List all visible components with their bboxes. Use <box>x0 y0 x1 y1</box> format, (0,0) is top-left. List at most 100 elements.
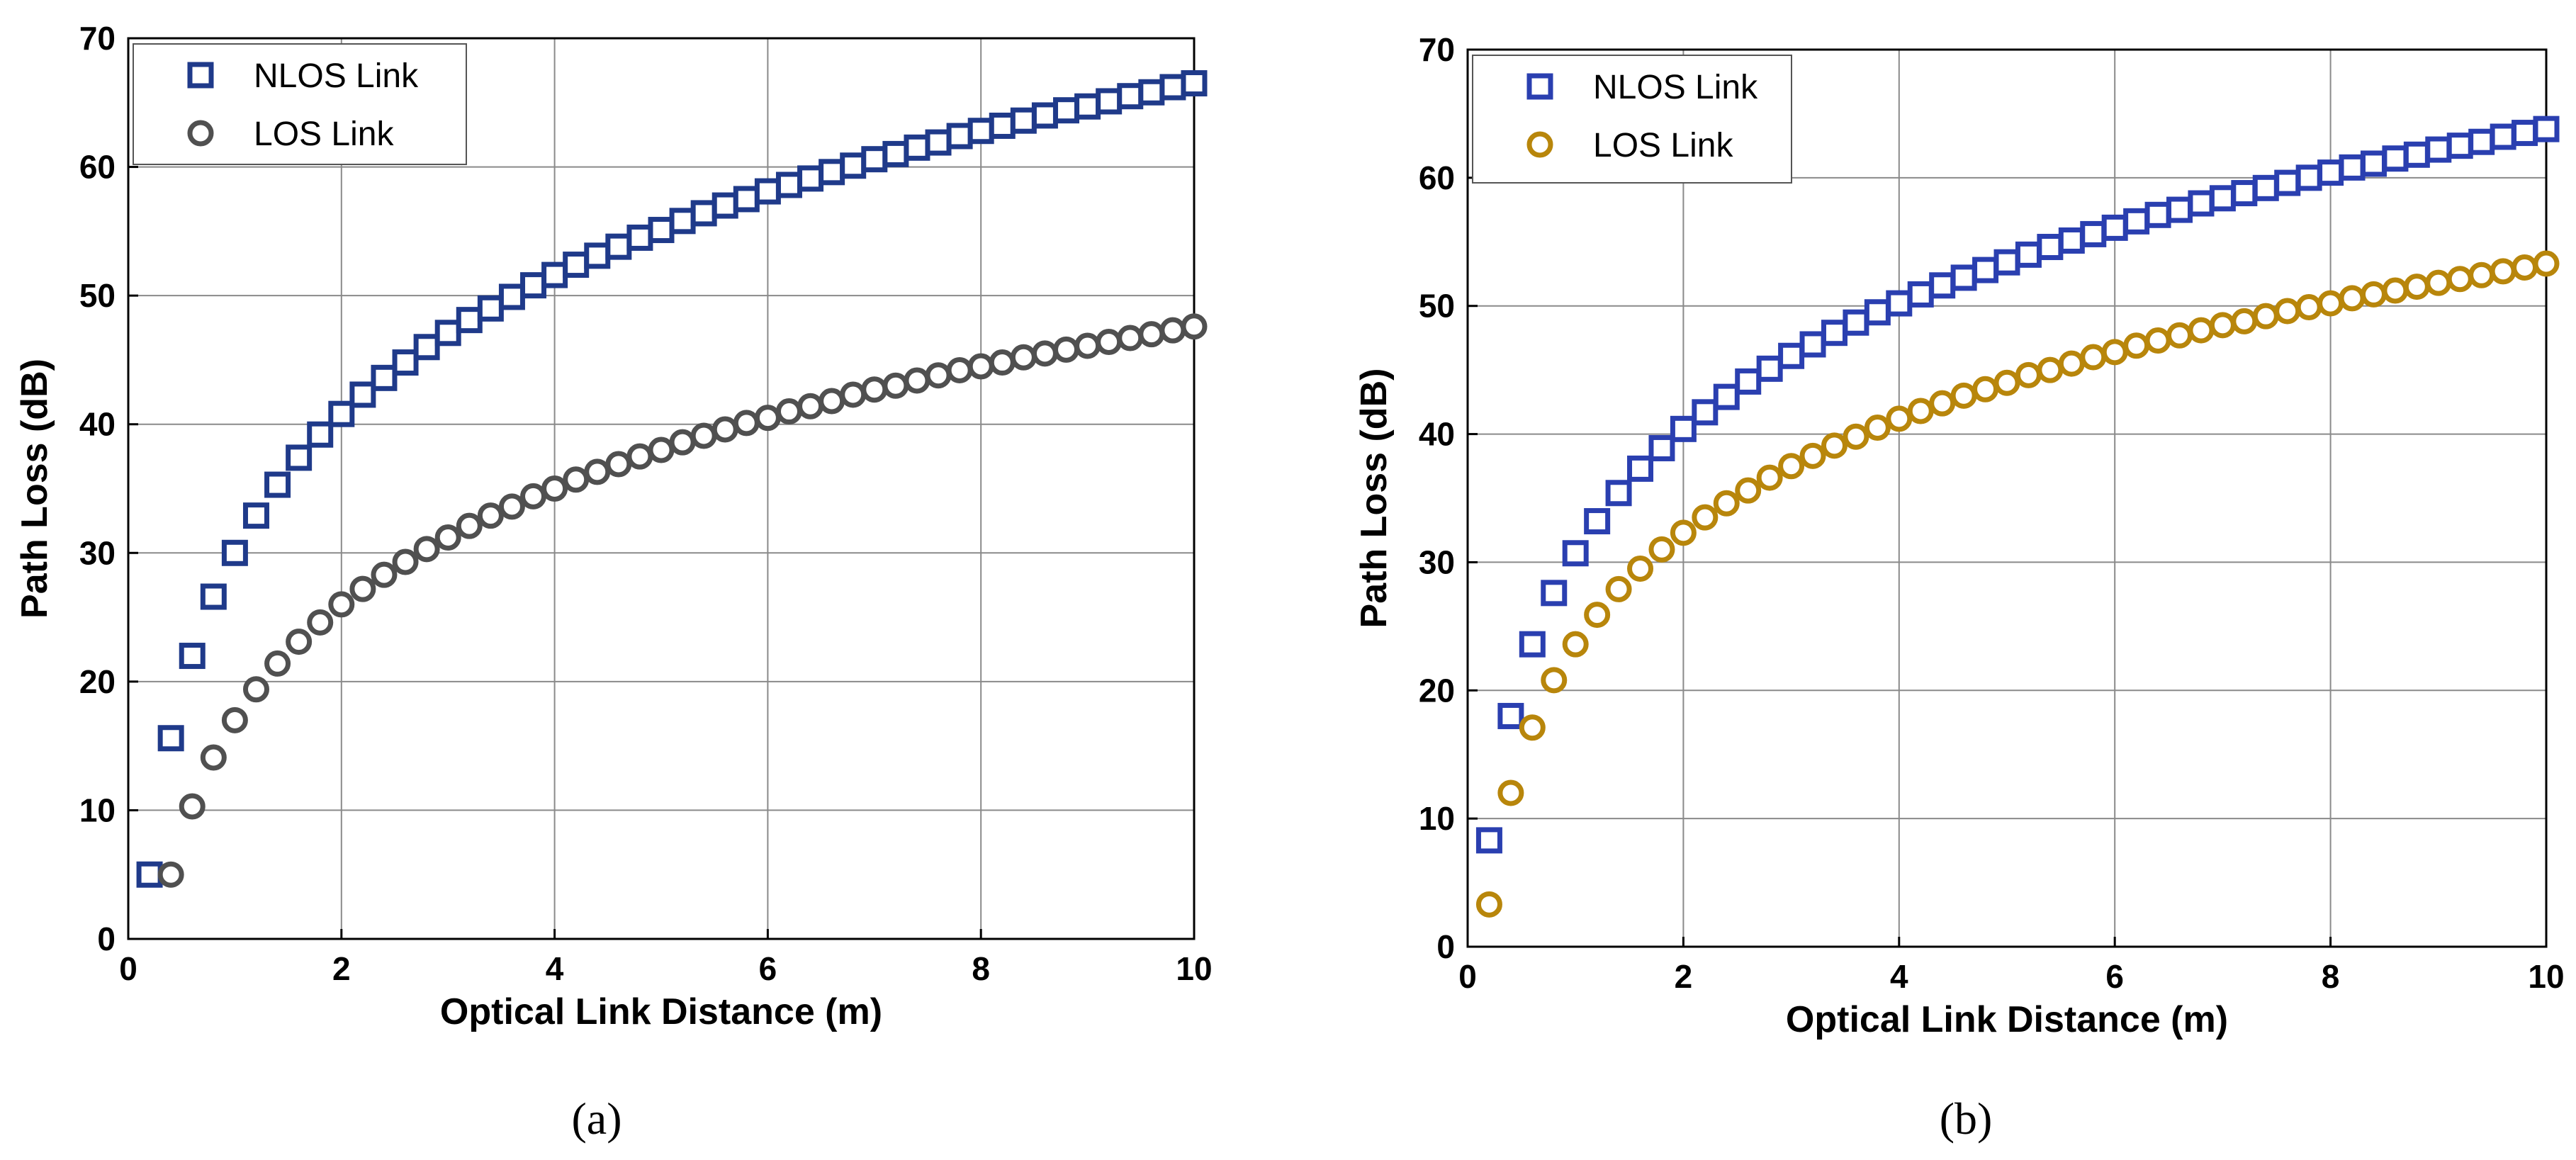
chart0-nlos-point <box>456 307 483 334</box>
chart0-los-point <box>242 676 269 703</box>
chart1-los-point <box>2015 361 2042 388</box>
chart1-los-point <box>2468 261 2495 288</box>
chart1-ytick-label: 60 <box>1419 159 1455 196</box>
chart1-los-point <box>2252 303 2279 330</box>
chart0-nlos-point <box>434 320 461 347</box>
chart1-nlos-point <box>2512 120 2538 147</box>
chart0-nlos-point <box>882 140 909 167</box>
chart1-nlos-point <box>2101 214 2128 241</box>
chart0-nlos-point <box>1010 107 1037 134</box>
chart1-los-point <box>2360 281 2387 308</box>
chart1-nlos-point <box>2166 196 2193 223</box>
chart0-nlos-point <box>563 252 590 278</box>
chart0-nlos-point <box>861 146 888 173</box>
chart1-legend-marker-square <box>1526 73 1553 100</box>
chart1-xtick-label: 8 <box>2322 958 2340 995</box>
chart1-nlos-point <box>2252 174 2279 201</box>
chart1-nlos-point <box>1993 249 2020 276</box>
chart0-nlos-point <box>946 123 973 150</box>
chart0-nlos-point <box>648 217 675 244</box>
chart0-los-point <box>882 372 909 399</box>
chart0-los-point <box>307 609 334 636</box>
chart1-legend-box <box>1472 55 1792 184</box>
chart1-nlos-point <box>1778 342 1805 369</box>
chart0-los-point <box>541 475 568 502</box>
chart0-nlos-point <box>413 334 440 361</box>
chart1-nlos-point <box>1541 580 1568 607</box>
chart0-panel-caption: (a) <box>571 1093 621 1144</box>
chart0-nlos-point <box>371 364 398 391</box>
chart1-nlos-point <box>1929 272 1956 299</box>
chart0-los-point <box>626 443 653 470</box>
chart0-los-point <box>520 483 547 509</box>
chart1-nlos-point <box>1799 331 1826 358</box>
chart1-nlos-point <box>1864 299 1891 326</box>
chart0-nlos-point <box>200 583 227 610</box>
chart0-series-circle <box>157 313 1208 888</box>
chart1-nlos-point <box>2425 136 2452 163</box>
chart1-xtick-label: 0 <box>1458 958 1477 995</box>
chart0-los-point <box>648 437 675 463</box>
chart0-los-point <box>754 405 781 432</box>
chart1-los-point <box>2058 350 2085 377</box>
chart1-los-point <box>2403 274 2430 300</box>
chart1-ytick-label: 50 <box>1419 288 1455 325</box>
chart0-nlos-point <box>264 471 291 498</box>
chart0-nlos-point <box>904 134 930 161</box>
chart1-nlos-point <box>2446 133 2473 159</box>
chart1-los-point <box>1475 891 1502 918</box>
chart0-ytick-label: 0 <box>97 920 116 957</box>
chart1-los-point <box>1627 555 1654 582</box>
chart1-panel-caption: (b) <box>1940 1093 1993 1144</box>
chart0-xtick-label: 4 <box>546 950 564 987</box>
chart0-legend-box <box>133 43 467 165</box>
chart1-los-point <box>1735 477 1762 504</box>
chart1-plot-area <box>1468 50 2546 947</box>
chart1-los-point <box>1821 432 1847 459</box>
chart0-ytick-label: 30 <box>79 534 116 571</box>
chart0-los-point <box>712 416 738 443</box>
chart1-nlos-point <box>1756 355 1783 382</box>
chart0-los-point <box>413 536 440 563</box>
chart-panel-b: 0 2 4 6 8 10 0 10 20 30 40 50 60 70 Optical Link Dista… <box>1288 0 2576 1160</box>
chart1-nlos-point <box>2360 150 2387 177</box>
chart0-los-point <box>605 451 632 478</box>
chart1-nlos-point <box>2295 164 2322 191</box>
chart0-los-point <box>1159 317 1186 344</box>
chart0-los-point <box>584 458 611 485</box>
chart1-los-point <box>1648 536 1675 563</box>
chart0-los-point <box>1010 344 1037 371</box>
chart1-series-square <box>1475 116 2560 854</box>
chart1-ytick-label: 0 <box>1436 928 1455 965</box>
chart0-nlos-point <box>754 178 781 205</box>
chart1-los-point <box>1843 423 1869 450</box>
chart0-nlos-point <box>1181 70 1208 97</box>
chart1-los-point <box>1907 398 1934 424</box>
chart-a: 0 2 4 6 8 10 0 10 20 30 40 50 60 70 Optical Link Dista… <box>14 20 1213 1144</box>
chart0-nlos-point <box>1159 74 1186 101</box>
chart0-los-point <box>286 629 313 655</box>
chart1-nlos-point <box>1713 383 1740 410</box>
chart1-nlos-point <box>1821 320 1847 347</box>
chart0-los-point <box>157 861 184 888</box>
chart1-ytick-label: 30 <box>1419 544 1455 580</box>
chart0-los-point <box>477 502 504 529</box>
chart1-nlos-point <box>1584 508 1611 535</box>
chart0-nlos-point <box>286 444 313 471</box>
chart0-ylabel: Path Loss (dB) <box>14 359 55 619</box>
chart1-nlos-point <box>1670 415 1697 442</box>
chart0-nlos-point <box>797 165 824 192</box>
chart0-nlos-point <box>242 502 269 529</box>
chart0-los-point <box>498 493 525 520</box>
chart0-nlos-point <box>1096 88 1123 115</box>
chart0-los-point <box>200 744 227 771</box>
chart1-legend-marker-circle <box>1526 131 1553 158</box>
chart0-los-point <box>925 362 952 389</box>
chart0-los-point <box>1053 336 1080 363</box>
chart0-nlos-point <box>989 112 1016 139</box>
chart1-los-point <box>1692 504 1719 531</box>
chart1-nlos-point <box>2123 208 2150 235</box>
chart0-nlos-point <box>477 295 504 322</box>
chart1-los-point <box>2317 290 2344 317</box>
chart1-los-point <box>1541 667 1568 694</box>
